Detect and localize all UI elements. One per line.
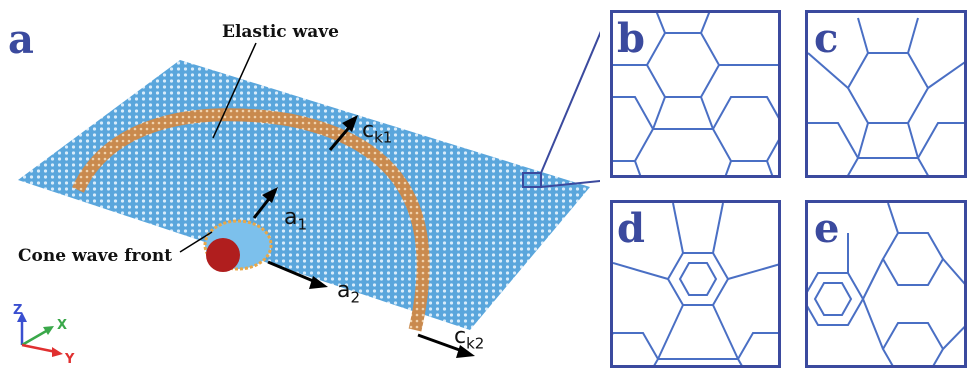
sheet-illustration [17, 31, 600, 358]
inset-d: d [610, 200, 781, 368]
lattice-c-illustration [808, 17, 964, 175]
axis-y-label: Y [65, 352, 75, 367]
vector-ck2-label: ck2 [454, 324, 485, 353]
arrow-a1 [252, 187, 278, 219]
zoom-region [522, 172, 542, 188]
lattice-e-illustration [808, 203, 964, 365]
axis-x-label: X [57, 318, 68, 333]
elastic-wave-pointer [212, 42, 257, 139]
panel-label-a: a [8, 16, 34, 63]
vector-a1-label: a1 [284, 205, 308, 234]
graphene-sheet [18, 60, 590, 330]
inset-b: b [610, 10, 781, 178]
zoom-line-bottom [540, 180, 600, 188]
vector-ck1-label: ck1 [362, 118, 393, 147]
elastic-wave-ring [72, 108, 430, 332]
arrow-a2 [267, 260, 328, 289]
panel-label-b: b [617, 15, 645, 62]
axis-z-label: Z [13, 303, 23, 318]
inset-c: c [805, 10, 967, 178]
lattice-b-illustration [613, 13, 778, 175]
cone-wave-front-label: Cone wave front [18, 246, 173, 266]
projectile-ball [206, 238, 240, 272]
elastic-wave-label: Elastic wave [222, 22, 339, 42]
arrow-ck2 [417, 333, 475, 358]
panel-label-d: d [617, 205, 645, 252]
cone-front-pointer [179, 231, 213, 253]
inset-e: e [805, 200, 967, 368]
axes-glyph [17, 312, 63, 357]
lattice-d-illustration [613, 203, 778, 365]
panel-label-e: e [814, 205, 840, 252]
arrow-ck1 [328, 115, 358, 151]
panel-label-c: c [814, 15, 839, 62]
zoom-line-top [540, 31, 600, 174]
vector-a2-label: a2 [337, 278, 361, 307]
